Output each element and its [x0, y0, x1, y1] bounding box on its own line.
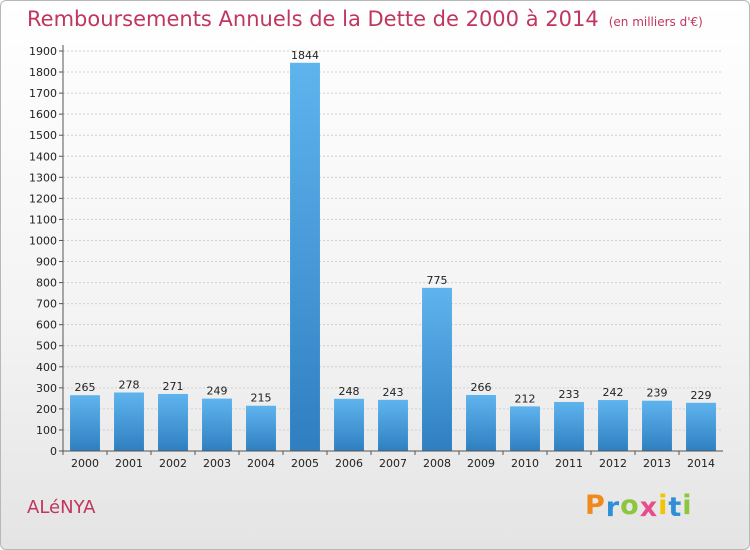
- y-tick-label: 0: [50, 445, 57, 458]
- bar-2005: [290, 62, 320, 451]
- x-tick-label: 2004: [247, 457, 275, 470]
- bar-2010: [510, 406, 540, 451]
- logo-letter: i: [658, 490, 669, 521]
- y-tick-label: 1700: [29, 87, 57, 100]
- y-tick-label: 1400: [29, 150, 57, 163]
- value-label: 775: [427, 274, 448, 287]
- y-tick-label: 500: [36, 340, 57, 353]
- x-tick-label: 2000: [71, 457, 99, 470]
- bar-2004: [246, 405, 276, 451]
- bars: 265 278 271 249 215 1844 248 243 775 266 212 233 242…: [70, 49, 716, 451]
- logo-letter: o: [620, 490, 640, 521]
- y-tick-label: 1300: [29, 171, 57, 184]
- y-tick-label: 200: [36, 403, 57, 416]
- y-tick-label: 1800: [29, 66, 57, 79]
- y-tick-label: 1500: [29, 129, 57, 142]
- y-tick-label: 1100: [29, 213, 57, 226]
- bar-2006: [334, 398, 364, 451]
- bar-2003: [202, 398, 232, 451]
- logo-letter: r: [605, 492, 621, 523]
- value-label: 278: [119, 378, 140, 391]
- axes: 0 100 200 300 400 500 600 700 800 900 1000 1100 1200…: [29, 45, 723, 470]
- y-tick-label: 1200: [29, 192, 57, 205]
- y-tick-label: 800: [36, 277, 57, 290]
- x-tick-label: 2006: [335, 457, 363, 470]
- value-label: 233: [559, 388, 580, 401]
- bar-2012: [598, 400, 628, 451]
- bar-2011: [554, 401, 584, 451]
- y-tick-label: 400: [36, 361, 57, 374]
- value-label: 212: [515, 392, 536, 405]
- proxiti-logo: Proxiti: [585, 490, 693, 523]
- logo-letter: t: [668, 492, 683, 523]
- x-tick-label: 2005: [291, 457, 319, 470]
- bar-2001: [114, 392, 144, 451]
- bar-2014: [686, 402, 716, 451]
- y-tick-label: 700: [36, 298, 57, 311]
- value-label: 239: [647, 387, 668, 400]
- y-tick-label: 300: [36, 382, 57, 395]
- value-label: 229: [691, 389, 712, 402]
- bar-2000: [70, 395, 100, 451]
- value-label: 265: [75, 381, 96, 394]
- logo-letter: i: [682, 490, 693, 521]
- x-tick-label: 2010: [511, 457, 539, 470]
- x-tick-label: 2011: [555, 457, 583, 470]
- x-tick-label: 2002: [159, 457, 187, 470]
- y-tick-label: 600: [36, 319, 57, 332]
- x-tick-label: 2003: [203, 457, 231, 470]
- y-tick-label: 1600: [29, 108, 57, 121]
- commune-name: ALéNYA: [27, 497, 96, 518]
- x-tick-label: 2012: [599, 457, 627, 470]
- bar-2009: [466, 395, 496, 451]
- x-tick-label: 2014: [687, 457, 715, 470]
- x-tick-label: 2008: [423, 457, 451, 470]
- x-tick-label: 2009: [467, 457, 495, 470]
- y-tick-label: 100: [36, 424, 57, 437]
- logo-letter: P: [585, 490, 606, 521]
- chart-title: Remboursements Annuels de la Dette de 20…: [27, 7, 703, 31]
- bar-2002: [158, 393, 188, 451]
- value-label: 243: [383, 386, 404, 399]
- value-label: 242: [603, 386, 624, 399]
- value-label: 271: [163, 380, 184, 393]
- y-tick-label: 900: [36, 256, 57, 269]
- x-tick-label: 2013: [643, 457, 671, 470]
- x-tick-label: 2001: [115, 457, 143, 470]
- chart-unit-label: (en milliers d'€): [608, 15, 703, 29]
- x-tick-label: 2007: [379, 457, 407, 470]
- bar-2013: [642, 400, 672, 451]
- value-label: 248: [339, 385, 360, 398]
- bar-2008: [422, 287, 452, 451]
- y-tick-label: 1900: [29, 45, 57, 58]
- value-label: 266: [471, 381, 492, 394]
- chart-title-text: Remboursements Annuels de la Dette de 20…: [27, 7, 599, 31]
- value-label: 215: [251, 392, 272, 405]
- value-label: 249: [207, 385, 228, 398]
- value-label: 1844: [291, 49, 319, 62]
- bar-2007: [378, 399, 408, 451]
- y-tick-label: 1000: [29, 234, 57, 247]
- logo-letter: x: [639, 492, 659, 523]
